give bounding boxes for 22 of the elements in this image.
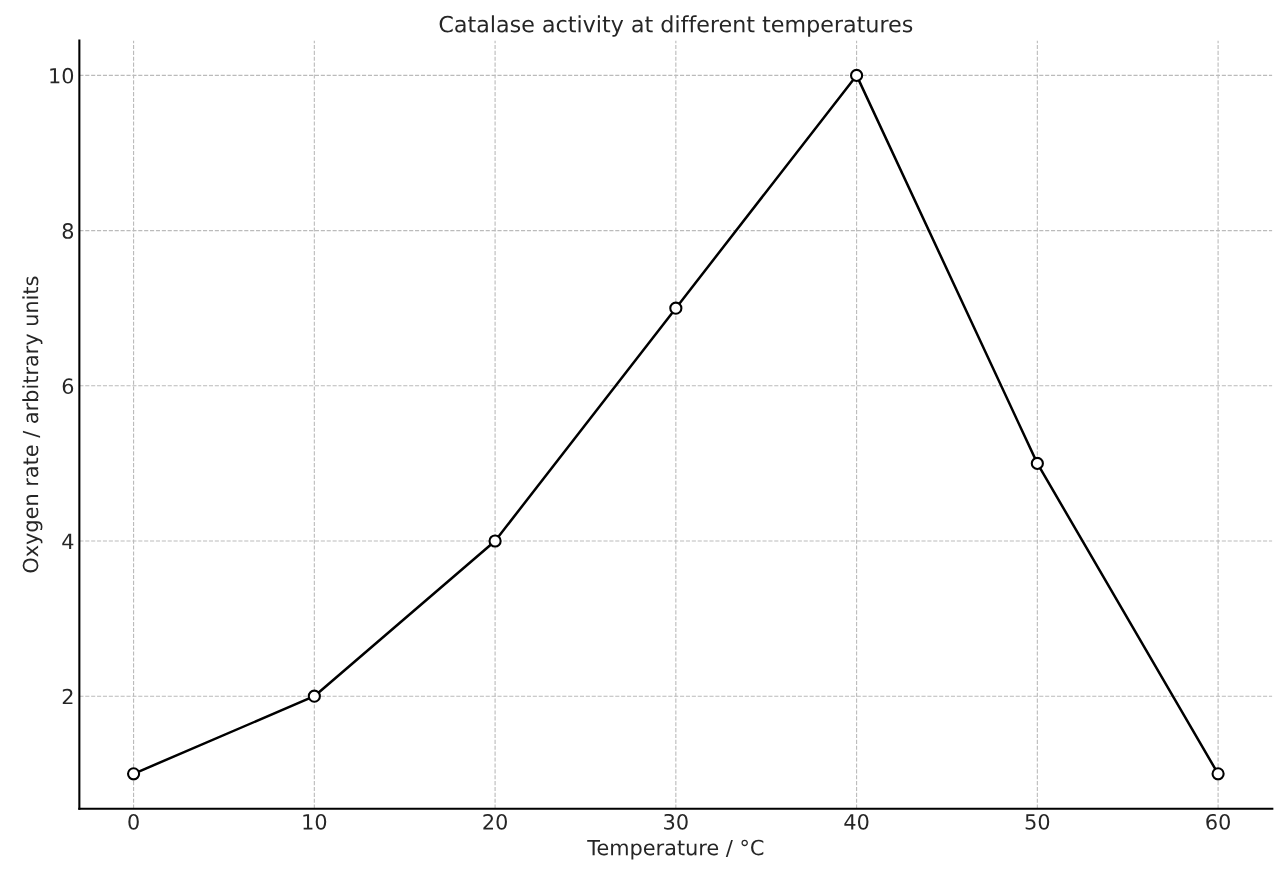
chart-title: Catalase activity at different temperatures (439, 15, 913, 37)
point (669, 301, 683, 315)
x-tick-label: 50 (1025, 813, 1050, 830)
y-tick-label: 6 (62, 378, 74, 395)
x-axis-title: Temperature / °C (587, 839, 764, 860)
point (307, 689, 321, 703)
y-tick-label: 2 (62, 688, 73, 705)
x-tick-label: 0 (128, 813, 139, 830)
y-tick-label: 8 (62, 223, 74, 239)
point (488, 534, 502, 548)
point (1211, 767, 1225, 781)
y-tick-label: 4 (62, 533, 74, 549)
point (126, 767, 141, 781)
x-tick-label: 60 (1206, 813, 1230, 830)
y-tick-label: 10 (50, 67, 74, 84)
x-tick-label: 20 (483, 813, 507, 830)
point (850, 68, 864, 82)
x-tick-label: 40 (844, 813, 869, 830)
point (1030, 456, 1044, 470)
x-tick-label: 30 (664, 813, 688, 830)
x-tick-label: 10 (303, 813, 327, 830)
y-axis-title: Oxygen rate / arbitrary units (22, 276, 43, 573)
